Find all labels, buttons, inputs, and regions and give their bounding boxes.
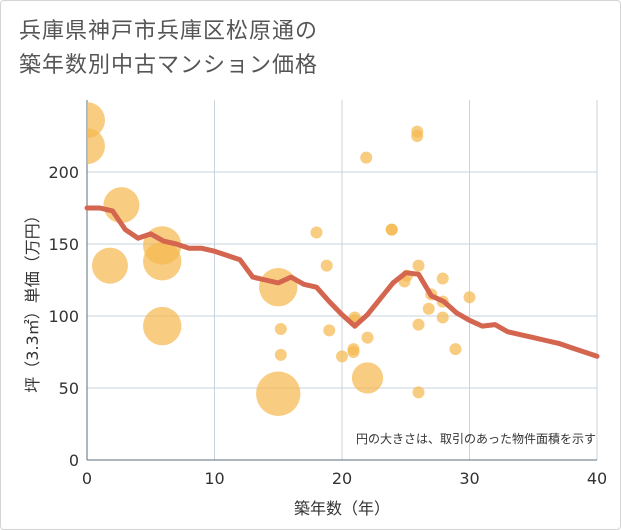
y-tick-label: 50: [59, 379, 79, 398]
bubble-point: [91, 247, 128, 284]
y-tick-label: 0: [69, 451, 79, 470]
bubble-point: [360, 151, 373, 164]
bubble-point: [361, 331, 374, 344]
chart-title-line1: 兵庫県神戸市兵庫区松原通の: [19, 19, 319, 44]
chart-title-line2: 築年数別中古マンション価格: [19, 53, 319, 78]
x-tick-label: 30: [459, 469, 479, 488]
x-axis-title: 築年数（年）: [294, 499, 390, 518]
bubble-point: [449, 343, 462, 356]
bubble-point: [310, 226, 323, 239]
trend-layer: [84, 205, 600, 359]
bubble-point: [274, 348, 287, 361]
bubble-point: [103, 187, 140, 224]
bubble-size-note: 円の大きさは、取引のあった物件面積を示す: [356, 431, 596, 446]
bubble-point: [436, 311, 449, 324]
bubble-point: [351, 362, 384, 394]
bubble-point: [347, 343, 360, 356]
bubble-point: [320, 259, 333, 272]
chart-title: 兵庫県神戸市兵庫区松原通の 築年数別中古マンション価格: [19, 15, 318, 83]
bubble-point: [411, 130, 424, 142]
bubble-point: [259, 268, 298, 307]
bubble-point: [412, 318, 425, 331]
bubble-point: [143, 306, 182, 346]
bubble-point: [87, 128, 105, 165]
y-tick-label: 200: [48, 163, 79, 182]
x-tick-label: 40: [587, 469, 607, 488]
y-axis-title: 坪（3.3㎡）単価（万円）: [23, 207, 42, 392]
x-tick-label: 20: [332, 469, 352, 488]
bubble-point: [436, 272, 449, 285]
bubble-point: [256, 371, 301, 416]
bubble-point: [412, 259, 425, 272]
bubble-point: [412, 386, 425, 399]
x-tick-label: 0: [82, 469, 92, 488]
bubble-point: [336, 350, 348, 363]
bubble-point: [385, 223, 398, 236]
tick-labels: 0 10 20 30 40 0 50 100 150 200: [48, 163, 607, 488]
bubble-point: [323, 324, 336, 337]
bubble-point: [274, 322, 287, 335]
bubble-point: [143, 242, 182, 281]
bubble-layer: [87, 102, 476, 416]
trend-line: [84, 205, 600, 359]
bubble-point: [463, 291, 476, 304]
bubble-point: [422, 302, 435, 315]
y-tick-label: 100: [48, 307, 79, 326]
x-tick-label: 10: [204, 469, 224, 488]
y-tick-label: 150: [48, 235, 79, 254]
